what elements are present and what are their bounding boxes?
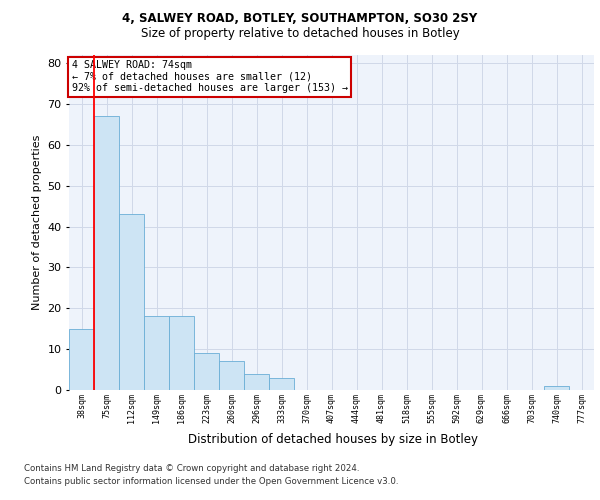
- Bar: [244, 374, 269, 390]
- Bar: [544, 386, 569, 390]
- Bar: [219, 362, 244, 390]
- Bar: [194, 353, 219, 390]
- Y-axis label: Number of detached properties: Number of detached properties: [32, 135, 41, 310]
- Text: Contains public sector information licensed under the Open Government Licence v3: Contains public sector information licen…: [24, 478, 398, 486]
- Text: Distribution of detached houses by size in Botley: Distribution of detached houses by size …: [188, 432, 478, 446]
- Bar: [69, 328, 94, 390]
- Bar: [119, 214, 144, 390]
- Bar: [169, 316, 194, 390]
- Text: 4 SALWEY ROAD: 74sqm
← 7% of detached houses are smaller (12)
92% of semi-detach: 4 SALWEY ROAD: 74sqm ← 7% of detached ho…: [71, 60, 347, 93]
- Text: Size of property relative to detached houses in Botley: Size of property relative to detached ho…: [140, 28, 460, 40]
- Text: Contains HM Land Registry data © Crown copyright and database right 2024.: Contains HM Land Registry data © Crown c…: [24, 464, 359, 473]
- Bar: [269, 378, 294, 390]
- Bar: [94, 116, 119, 390]
- Bar: [144, 316, 169, 390]
- Text: 4, SALWEY ROAD, BOTLEY, SOUTHAMPTON, SO30 2SY: 4, SALWEY ROAD, BOTLEY, SOUTHAMPTON, SO3…: [122, 12, 478, 26]
